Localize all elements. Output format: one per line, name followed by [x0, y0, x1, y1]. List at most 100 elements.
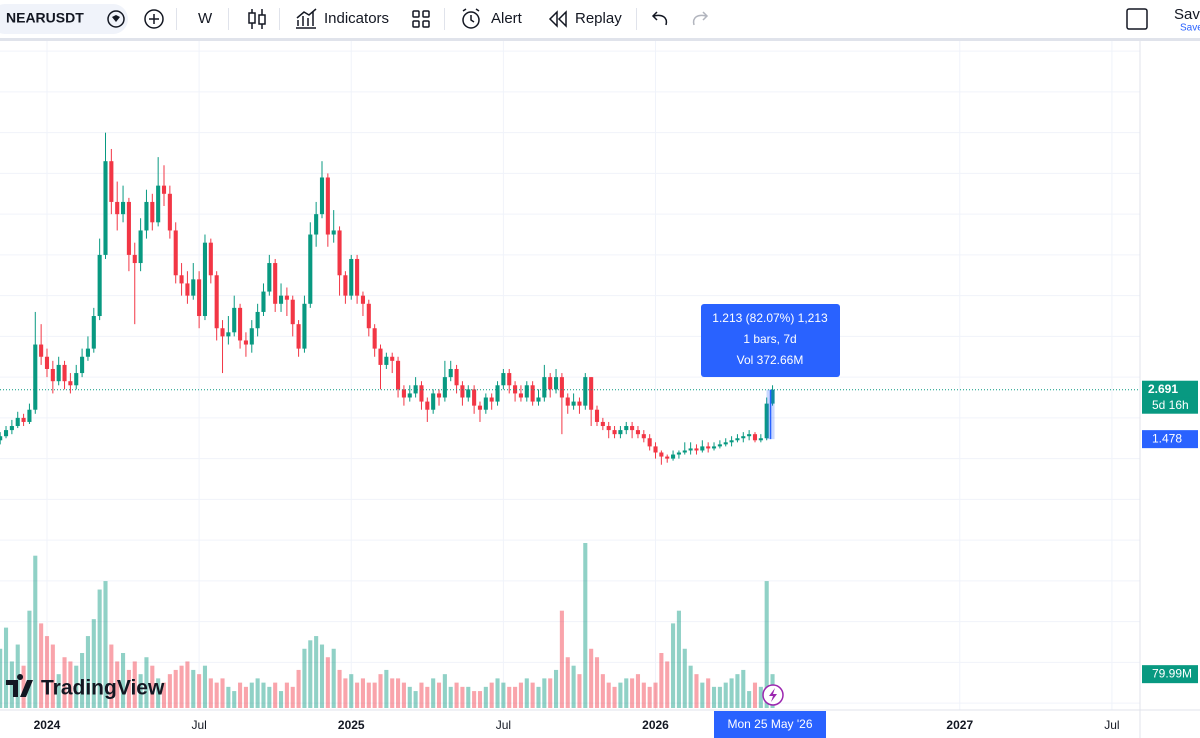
- volume-bar: [360, 678, 366, 708]
- compare-button[interactable]: [144, 9, 164, 29]
- candle-body: [284, 295, 289, 300]
- candle-body: [197, 279, 202, 317]
- layout-icon-cell: [422, 10, 430, 18]
- volume-bar: [624, 678, 629, 708]
- volume-bar: [185, 661, 190, 708]
- countdown-tag: [1142, 397, 1198, 414]
- measure-tooltip: [701, 304, 840, 377]
- volume-bar: [3, 627, 9, 708]
- volume-bar: [518, 682, 523, 708]
- candle-body: [671, 454, 676, 459]
- candle-body: [261, 291, 266, 312]
- candle-icon-body: [248, 12, 256, 24]
- candle-body: [27, 409, 32, 422]
- volume-bar: [319, 644, 325, 708]
- symbol-button[interactable]: [0, 4, 128, 34]
- candle-body: [565, 397, 570, 406]
- volume-bar: [501, 682, 506, 708]
- candle-body: [179, 275, 184, 284]
- replay-icon[interactable]: [548, 10, 567, 28]
- candle-body: [466, 389, 471, 398]
- symbol[interactable]: NEARUSDT: [6, 10, 84, 26]
- volume-bar: [21, 665, 26, 708]
- volume-bar: [349, 674, 354, 708]
- candle-body: [706, 446, 711, 449]
- volume-bar: [261, 682, 266, 708]
- undo-button[interactable]: [651, 11, 668, 26]
- toolbar: NEARUSDT W Indicators Alert Replay Save …: [0, 0, 1200, 41]
- candle-body: [337, 230, 342, 276]
- volume-bar: [331, 648, 336, 708]
- volume-bar: [700, 682, 705, 708]
- alert-button[interactable]: Alert: [491, 10, 523, 27]
- volume-bar: [425, 686, 430, 708]
- crosshair-date: Mon 25 May '26: [727, 717, 812, 731]
- save-button[interactable]: Save: [1174, 6, 1200, 23]
- volume-bar: [115, 661, 120, 708]
- candle-body: [355, 258, 360, 296]
- volume-bar: [109, 644, 114, 708]
- candle-body: [202, 242, 208, 317]
- volume-bar: [665, 661, 670, 708]
- indicators-icon[interactable]: [296, 8, 317, 29]
- volume-bar: [290, 686, 295, 708]
- candle-body: [530, 385, 535, 402]
- candle-body: [68, 381, 73, 386]
- fullscreen-button[interactable]: [1126, 8, 1148, 30]
- volume-bar: [0, 648, 3, 708]
- candle-body: [39, 344, 44, 357]
- volume-bar: [436, 682, 442, 708]
- candle-body: [3, 430, 9, 437]
- volume-bar: [752, 682, 758, 708]
- layout-icon-cell: [412, 10, 420, 18]
- watermark: TradingView: [41, 677, 165, 700]
- candle-body: [238, 307, 243, 341]
- candle-body: [589, 377, 594, 410]
- alert-icon[interactable]: [462, 11, 480, 29]
- candle-body: [50, 368, 55, 382]
- candle-body: [764, 403, 769, 439]
- candle-body: [413, 385, 418, 394]
- candle-body: [571, 401, 576, 406]
- candle-body: [208, 242, 213, 276]
- separator: [636, 8, 637, 30]
- toolbar-bg: [0, 0, 1200, 38]
- layouts-button[interactable]: [412, 10, 430, 28]
- candle-body: [121, 201, 126, 215]
- candle-body: [542, 377, 547, 398]
- volume-bar: [495, 678, 500, 708]
- indicators-button[interactable]: Indicators: [324, 10, 389, 27]
- measure-volume: Vol 372.66M: [737, 353, 804, 367]
- candle-body: [390, 356, 395, 361]
- volume-bar: [682, 648, 687, 708]
- candle-body: [132, 254, 137, 264]
- candle-body: [314, 214, 319, 235]
- measure-start-label: 1.478: [1152, 431, 1182, 445]
- candle-body: [161, 185, 167, 194]
- volume-bar: [150, 665, 155, 708]
- candle-body: [665, 456, 670, 459]
- candle-body: [173, 230, 178, 276]
- interval-button[interactable]: W: [198, 10, 213, 27]
- plot-area: [0, 41, 1140, 710]
- volume-bar: [448, 686, 453, 708]
- volume-bar: [161, 682, 167, 708]
- candle-body: [331, 230, 336, 235]
- last-price-label: 2.691: [1148, 382, 1178, 396]
- volume-bar: [91, 619, 96, 708]
- chart-type-button[interactable]: [248, 9, 266, 29]
- replay-button[interactable]: Replay: [575, 10, 622, 27]
- candle-body: [144, 201, 149, 231]
- x-tick-label: Jul: [191, 718, 206, 732]
- volume-bar: [594, 657, 600, 708]
- candle-body: [407, 393, 412, 398]
- candle-body: [741, 436, 746, 439]
- volume-bar: [325, 657, 330, 708]
- volume-bar: [401, 682, 406, 708]
- volume-bar: [179, 665, 184, 708]
- alert-icon-hands: [462, 8, 480, 23]
- volume-bar: [431, 678, 436, 708]
- redo-button[interactable]: [692, 11, 709, 26]
- symbol-icon[interactable]: [107, 10, 125, 28]
- candle-body: [495, 385, 500, 402]
